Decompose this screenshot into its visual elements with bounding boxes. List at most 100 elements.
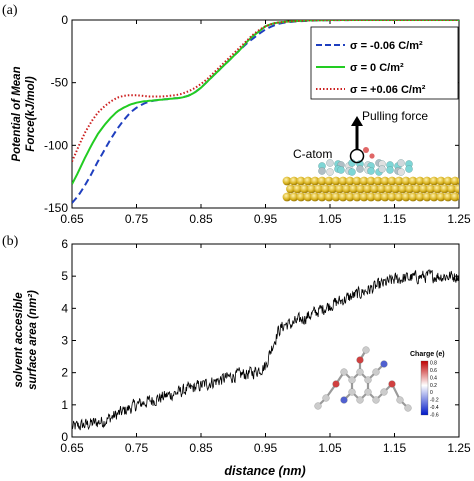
gold-atom (380, 192, 390, 202)
colorbar-tick-label: 0 (430, 390, 433, 396)
gold-atom (415, 192, 425, 202)
gold-atom (440, 184, 449, 194)
gold-atom (293, 184, 302, 194)
gold-atom (373, 176, 383, 186)
gold-atom (300, 184, 309, 194)
panel-b-xtick-label: 1.05 (318, 441, 342, 455)
colorbar-tick-label: 0.4 (430, 375, 437, 381)
inset-atom (362, 346, 370, 354)
gold-atom (314, 184, 323, 194)
legend: σ = -0.06 C/m² σ = 0 C/m² σ = +0.06 C/m² (310, 26, 459, 100)
gold-atom (450, 176, 459, 186)
panel-b-ylabel-line2: surface area (nm²) (27, 290, 39, 390)
gold-atom (359, 176, 369, 186)
gold-atom (436, 192, 446, 202)
molecule-atom (386, 166, 394, 174)
panel-b-xtick-label: 0.85 (189, 441, 213, 455)
inset-atom (340, 396, 348, 404)
gold-atom (373, 192, 383, 202)
gold-atom (401, 176, 411, 186)
panel-a-ytick-label: -50 (51, 76, 69, 90)
c-atom-label: C-atom (293, 147, 332, 161)
panel-a-ytick-label: 0 (61, 13, 68, 27)
gold-atom (366, 192, 376, 202)
inset-atom (348, 388, 356, 396)
panel-a-label: (a) (2, 3, 18, 18)
gold-atom (349, 184, 358, 194)
gold-atom (447, 184, 456, 194)
molecule-atom (318, 167, 326, 175)
gold-atom (443, 192, 453, 202)
gold-atom (401, 192, 411, 202)
molecule-atom (378, 165, 386, 173)
gold-atom (412, 184, 421, 194)
inset-atom (348, 376, 356, 384)
panel-b-ytick-label: 6 (61, 237, 68, 251)
panel-b-ylabel-line1: solvent accesible (13, 292, 25, 388)
molecule-atom (356, 165, 364, 173)
gold-atom (408, 192, 418, 202)
panel-a-axes: 0.65 0.75 0.85 0.95 1.05 1.15 1.25 -150 -100 -50 0 (44, 13, 471, 226)
gold-atom (338, 192, 348, 202)
gold-atom (345, 192, 355, 202)
pulling-force-label: Pulling force (362, 109, 428, 123)
panel-b-ytick-label: 1 (61, 398, 68, 412)
molecule-atom (397, 168, 405, 176)
gold-atom (331, 192, 341, 202)
panel-b-ytick-label: 0 (61, 430, 68, 444)
gold-atom (310, 176, 320, 186)
legend-label-a: σ = -0.06 C/m² (350, 40, 423, 52)
inset-atom (356, 368, 364, 376)
colorbar (420, 360, 429, 416)
inset-atom (322, 394, 330, 402)
inset-atom (364, 388, 372, 396)
panel-a-series (72, 20, 459, 204)
gold-atom (394, 192, 404, 202)
inset-atom (388, 380, 396, 388)
gold-atom (289, 176, 299, 186)
panel-b-xlabel: distance (nm) (224, 464, 305, 478)
gold-atom (370, 184, 379, 194)
series-line-b (72, 20, 459, 185)
inset-atom (380, 360, 388, 368)
gold-atom (352, 176, 362, 186)
gold-atom (303, 192, 313, 202)
legend-label-b: σ = 0 C/m² (350, 62, 404, 74)
series-line-a (72, 20, 459, 204)
gold-atom (363, 184, 372, 194)
colorbar-tick-label: 0.8 (430, 361, 437, 367)
panel-b-xtick-label: 0.95 (254, 441, 278, 455)
panel-a-xtick-label: 1.15 (383, 212, 407, 226)
gold-atom (408, 176, 418, 186)
gold-atom (342, 184, 351, 194)
colorbar-tick-label: -0.4 (430, 405, 439, 411)
gold-atom (443, 176, 453, 186)
gold-atom (328, 184, 337, 194)
gold-atom (296, 176, 306, 186)
gold-atom (450, 192, 459, 202)
inset-atom (364, 376, 372, 384)
inset-atom (380, 388, 388, 396)
gold-atom (296, 192, 306, 202)
panel-a-xtick-label: 1.25 (447, 212, 471, 226)
gold-atom (405, 184, 414, 194)
panel-a-xtick-label: 1.05 (318, 212, 342, 226)
molecule-atom (348, 168, 356, 176)
molecule-atom (363, 147, 369, 153)
gold-atom (429, 192, 439, 202)
panel-b-ytick-label: 2 (61, 366, 68, 380)
panel-a-ytick-label: -100 (44, 138, 68, 152)
molecule-atom (367, 167, 375, 175)
gold-atom (345, 176, 355, 186)
panel-a-ytick-label: -150 (44, 201, 68, 215)
panel-b-xtick-label: 1.15 (383, 441, 407, 455)
panel-b-xtick-label: 1.25 (447, 441, 471, 455)
gold-atom (317, 176, 327, 186)
inset-molecule: Charge (e) 0.80.60.4 0.20 -0.2-0.4 -0.6 (314, 346, 445, 419)
gold-atom (317, 192, 327, 202)
colorbar-title: Charge (e) (410, 351, 445, 358)
gold-atom (324, 176, 334, 186)
panel-a-xtick-label: 0.75 (125, 212, 149, 226)
gold-atom (282, 176, 292, 186)
